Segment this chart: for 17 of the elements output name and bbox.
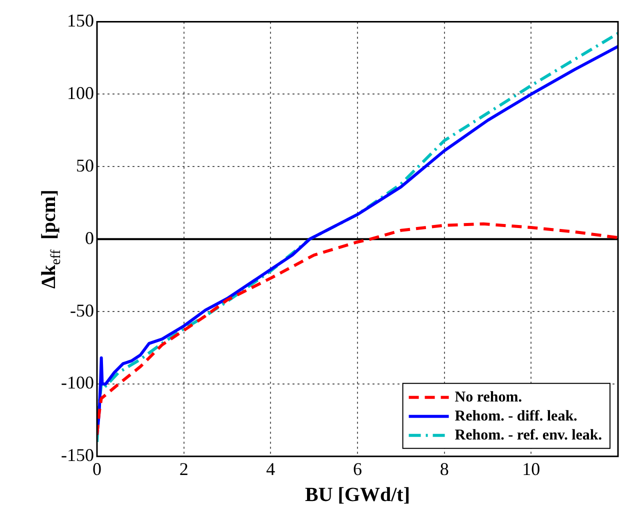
y-tick-label: 100 (66, 82, 94, 103)
y-tick-label: -150 (60, 445, 94, 466)
legend-label: Rehom. - ref. env. leak. (454, 427, 602, 444)
x-tick-label: 10 (522, 458, 540, 479)
x-tick-label: 6 (352, 458, 362, 479)
y-axis-title: Δkeff [pcm] (38, 190, 64, 289)
y-tick-label: 150 (66, 10, 94, 31)
x-tick-label: 2 (179, 458, 188, 479)
x-tick-label: 4 (266, 458, 276, 479)
legend-label: No rehom. (454, 389, 522, 406)
y-tick-label: -100 (60, 372, 94, 393)
y-tick-label: 50 (76, 155, 94, 176)
y-tick-label: -50 (70, 300, 94, 320)
x-axis-title: BU [GWd/t] (304, 484, 410, 506)
x-tick-label: 8 (440, 458, 449, 479)
legend-label: Rehom. - diff. leak. (454, 408, 578, 424)
y-tick-label: 0 (84, 228, 94, 248)
